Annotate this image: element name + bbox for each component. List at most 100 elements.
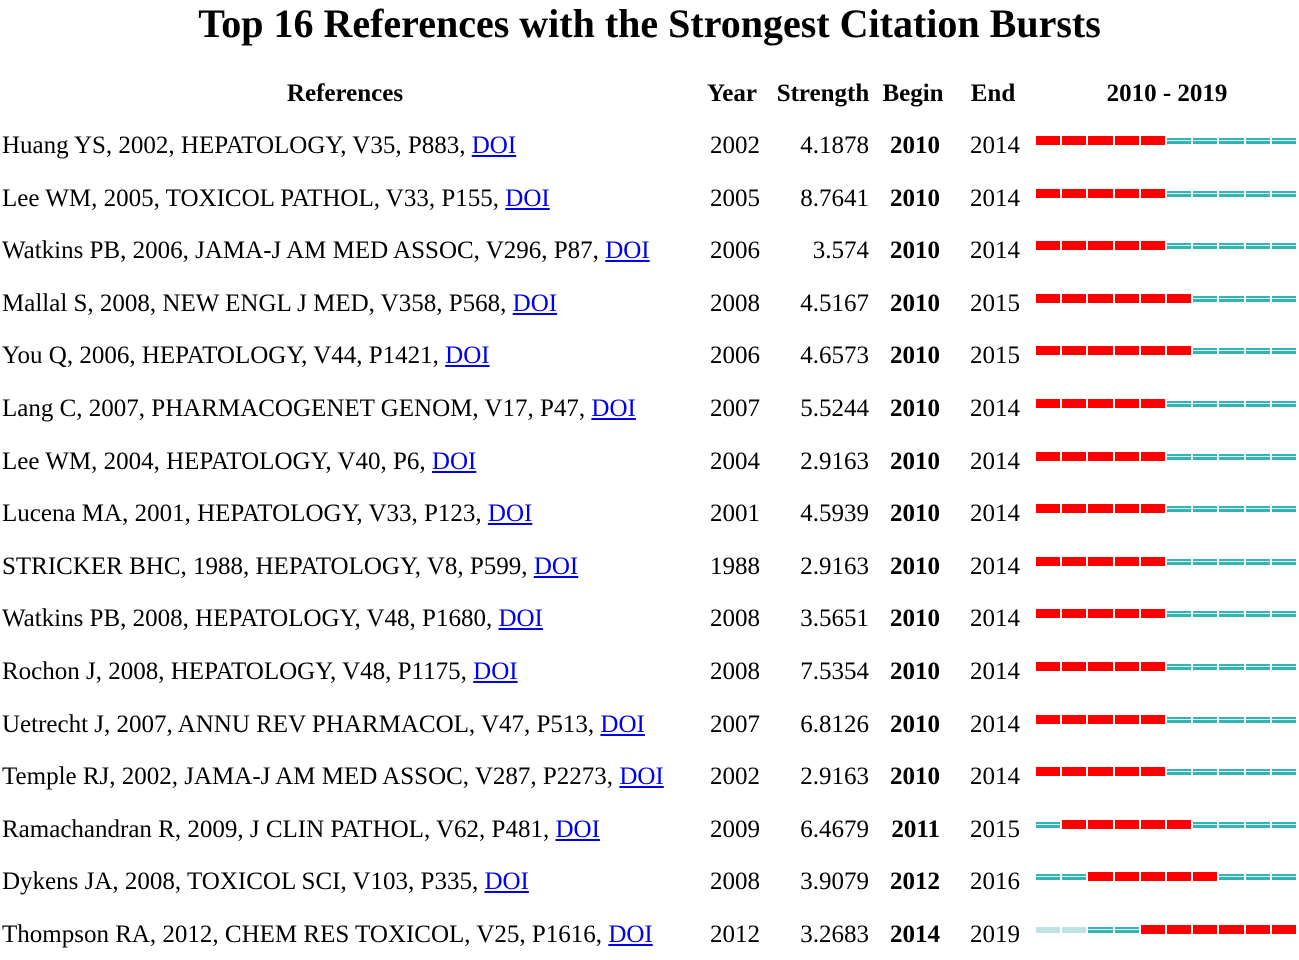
active-segment	[1245, 453, 1270, 460]
burst-segment	[1036, 399, 1061, 408]
doi-link[interactable]: DOI	[591, 395, 636, 422]
active-segment	[1245, 769, 1270, 776]
burst-strength: 2.9163	[800, 447, 869, 475]
active-segment	[1245, 821, 1270, 828]
doi-link[interactable]: DOI	[608, 921, 653, 948]
doi-link[interactable]: DOI	[533, 552, 579, 580]
doi-link[interactable]: DOI	[619, 763, 664, 791]
doi-link[interactable]: DOI	[473, 658, 518, 685]
active-segment	[1219, 138, 1244, 144]
doi-link[interactable]: DOI	[605, 237, 650, 265]
reference-citation: STRICKER BHC, 1988, HEPATOLOGY, V8, P599…	[2, 552, 578, 582]
active-segment	[1167, 190, 1192, 197]
burst-segment	[1114, 714, 1139, 724]
publication-year: 2002	[710, 132, 760, 159]
burst-segment	[1140, 925, 1165, 934]
burst-segment	[1062, 504, 1087, 514]
burst-segment	[1140, 399, 1165, 408]
active-segment	[1271, 664, 1297, 670]
burst-segment	[1140, 504, 1165, 514]
reference-citation: Uetrecht J, 2007, ANNU REV PHARMACOL, V4…	[2, 710, 645, 740]
burst-segment	[1088, 819, 1113, 829]
active-segment	[1167, 243, 1192, 250]
active-segment	[1245, 243, 1270, 250]
burst-timeline	[1036, 710, 1298, 750]
active-segment	[1271, 769, 1297, 776]
burst-segment	[1088, 662, 1113, 671]
burst-segment	[1114, 504, 1139, 514]
burst-begin: 2014	[890, 921, 940, 948]
active-segment	[1271, 295, 1297, 302]
burst-segment	[1167, 819, 1192, 829]
doi-link[interactable]: DOI	[431, 447, 477, 475]
burst-segment	[1271, 925, 1296, 934]
doi-link[interactable]: DOI	[471, 132, 517, 159]
doi-link[interactable]: DOI	[512, 289, 558, 317]
active-segment	[1245, 401, 1270, 407]
burst-segment	[1088, 136, 1113, 145]
burst-segment	[1088, 767, 1113, 777]
reference-citation: Lang C, 2007, PHARMACOGENET GENOM, V17, …	[2, 394, 636, 424]
burst-segment	[1114, 241, 1139, 251]
burst-end: 2015	[970, 342, 1020, 370]
header-strength: Strength	[776, 80, 870, 107]
burst-timeline	[1036, 394, 1298, 434]
burst-begin: 2011	[891, 815, 940, 843]
doi-link[interactable]: DOI	[487, 500, 533, 528]
reference-text: Mallal S, 2008, NEW ENGL J MED, V358, P5…	[2, 289, 507, 317]
doi-link[interactable]: DOI	[498, 605, 543, 633]
active-segment	[1219, 401, 1244, 407]
active-segment	[1219, 506, 1244, 513]
burst-segment	[1088, 714, 1113, 724]
burst-segment	[1114, 136, 1139, 145]
reference-text: Lee WM, 2005, TOXICOL PATHOL, V33, P155,	[2, 184, 500, 212]
active-segment	[1193, 558, 1218, 565]
reference-text: Thompson RA, 2012, CHEM RES TOXICOL, V25…	[2, 921, 603, 948]
burst-begin: 2010	[890, 500, 940, 528]
active-segment	[1167, 506, 1192, 513]
active-segment	[1167, 558, 1192, 565]
active-segment	[1271, 348, 1297, 355]
burst-end: 2014	[970, 658, 1020, 685]
burst-segment	[1140, 346, 1165, 356]
reference-citation: Rochon J, 2008, HEPATOLOGY, V48, P1175, …	[2, 657, 518, 687]
active-segment	[1271, 558, 1297, 565]
active-segment	[1245, 716, 1270, 723]
burst-segment	[1036, 293, 1061, 303]
burst-segment	[1036, 346, 1061, 356]
active-segment	[1219, 611, 1244, 618]
publication-year: 2008	[710, 289, 760, 317]
doi-link[interactable]: DOI	[505, 184, 550, 212]
doi-link[interactable]: DOI	[600, 710, 645, 738]
table-row: Uetrecht J, 2007, ANNU REV PHARMACOL, V4…	[0, 710, 1299, 750]
active-segment	[1245, 664, 1270, 670]
burst-strength: 3.574	[812, 237, 869, 265]
active-segment	[1271, 506, 1297, 513]
burst-timeline	[1036, 131, 1298, 171]
burst-segment	[1140, 872, 1165, 882]
table-row: Lucena MA, 2001, HEPATOLOGY, V33, P123, …	[0, 499, 1299, 539]
publication-year: 2008	[710, 658, 760, 685]
burst-segment	[1036, 714, 1061, 724]
reference-text: You Q, 2006, HEPATOLOGY, V44, P1421,	[2, 342, 439, 370]
burst-segment	[1036, 188, 1061, 198]
chart-title: Top 16 References with the Strongest Cit…	[198, 1, 1101, 46]
active-segment	[1219, 190, 1244, 197]
table-row: Lang C, 2007, PHARMACOGENET GENOM, V17, …	[0, 394, 1299, 434]
doi-link[interactable]: DOI	[555, 815, 600, 843]
burst-strength: 4.5939	[800, 500, 869, 528]
table-row: You Q, 2006, HEPATOLOGY, V44, P1421, DOI…	[0, 341, 1299, 381]
reference-citation: Huang YS, 2002, HEPATOLOGY, V35, P883, D…	[2, 131, 516, 161]
header-begin: Begin	[882, 80, 944, 107]
table-row: Watkins PB, 2006, JAMA-J AM MED ASSOC, V…	[0, 236, 1299, 276]
active-segment	[1193, 453, 1218, 460]
burst-segment	[1062, 609, 1087, 619]
burst-timeline	[1036, 447, 1298, 487]
burst-segment	[1140, 188, 1165, 198]
burst-segment	[1036, 556, 1061, 566]
burst-strength: 3.2683	[800, 921, 869, 948]
doi-link[interactable]: DOI	[484, 868, 529, 896]
active-segment	[1271, 453, 1297, 460]
burst-segment	[1088, 504, 1113, 514]
doi-link[interactable]: DOI	[445, 342, 490, 370]
